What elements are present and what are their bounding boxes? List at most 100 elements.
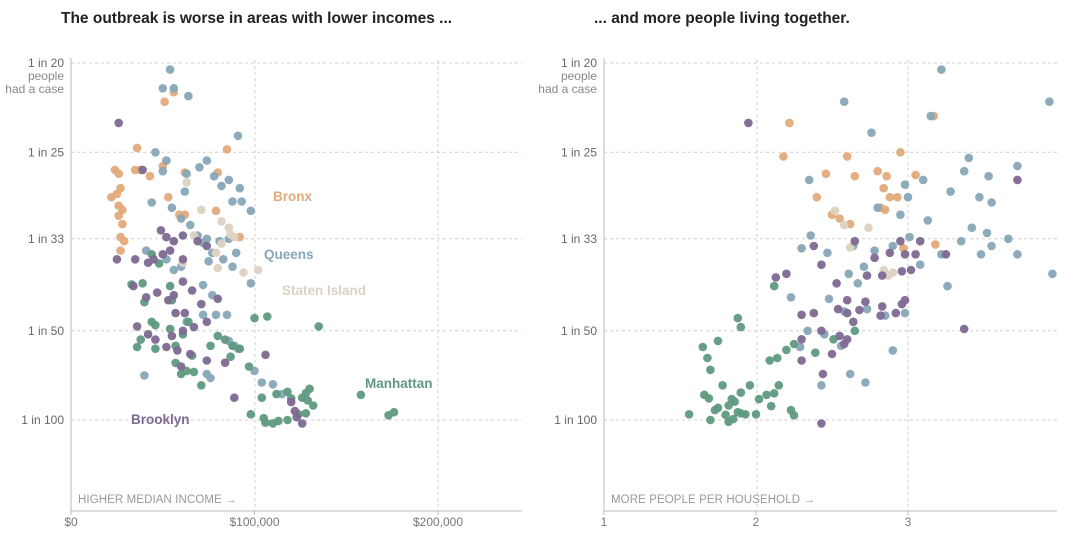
data-point-manhattan[interactable] xyxy=(303,396,313,405)
data-point-brooklyn[interactable] xyxy=(832,279,841,288)
data-point-queens[interactable] xyxy=(204,257,213,266)
data-point-queens[interactable] xyxy=(888,241,898,251)
data-point-staten-island[interactable] xyxy=(182,178,191,187)
data-point-queens[interactable] xyxy=(956,236,966,246)
data-point-brooklyn[interactable] xyxy=(833,304,843,314)
data-point-manhattan[interactable] xyxy=(769,389,779,398)
data-point-queens[interactable] xyxy=(158,166,168,176)
data-point-manhattan[interactable] xyxy=(730,397,739,407)
data-point-brooklyn[interactable] xyxy=(112,254,122,264)
data-point-queens[interactable] xyxy=(231,248,241,258)
data-point-brooklyn[interactable] xyxy=(797,335,806,344)
data-point-manhattan[interactable] xyxy=(684,410,694,419)
data-point-staten-island[interactable] xyxy=(197,205,206,215)
data-point-queens[interactable] xyxy=(873,203,882,212)
data-point-brooklyn[interactable] xyxy=(896,236,905,246)
data-point-brooklyn[interactable] xyxy=(900,295,910,305)
data-point-queens[interactable] xyxy=(845,369,855,379)
data-point-queens[interactable] xyxy=(976,250,986,259)
data-point-brooklyn[interactable] xyxy=(180,308,190,318)
data-point-manhattan[interactable] xyxy=(151,344,160,354)
data-point-manhattan[interactable] xyxy=(389,407,399,417)
data-point-manhattan[interactable] xyxy=(213,331,223,341)
data-point-queens[interactable] xyxy=(861,378,870,387)
data-point-queens[interactable] xyxy=(926,111,936,121)
data-point-bronx[interactable] xyxy=(160,97,169,106)
data-point-staten-island[interactable] xyxy=(839,220,849,230)
data-point-brooklyn[interactable] xyxy=(817,326,826,336)
data-point-queens[interactable] xyxy=(903,192,913,202)
data-point-manhattan[interactable] xyxy=(259,413,269,423)
data-point-brooklyn[interactable] xyxy=(156,226,166,235)
data-point-queens[interactable] xyxy=(162,156,171,165)
data-point-staten-island[interactable] xyxy=(217,239,226,248)
data-point-brooklyn[interactable] xyxy=(1013,175,1022,185)
data-point-brooklyn[interactable] xyxy=(143,330,153,339)
data-point-bronx[interactable] xyxy=(835,214,844,223)
data-point-queens[interactable] xyxy=(867,128,876,137)
data-point-brooklyn[interactable] xyxy=(817,260,826,270)
data-point-brooklyn[interactable] xyxy=(171,308,180,318)
data-point-bronx[interactable] xyxy=(911,170,920,180)
data-point-brooklyn[interactable] xyxy=(138,165,147,175)
data-point-brooklyn[interactable] xyxy=(220,358,230,368)
data-point-brooklyn[interactable] xyxy=(165,246,175,255)
data-point-manhattan[interactable] xyxy=(138,279,147,288)
data-point-bronx[interactable] xyxy=(879,183,888,193)
data-point-brooklyn[interactable] xyxy=(286,397,296,407)
data-point-brooklyn[interactable] xyxy=(782,269,791,279)
data-point-queens[interactable] xyxy=(923,216,933,225)
data-point-manhattan[interactable] xyxy=(250,313,259,323)
data-point-manhattan[interactable] xyxy=(811,348,820,358)
data-point-staten-island[interactable] xyxy=(888,268,898,277)
data-point-queens[interactable] xyxy=(862,304,872,314)
data-point-manhattan[interactable] xyxy=(246,410,256,419)
data-point-brooklyn[interactable] xyxy=(842,295,852,305)
data-point-manhattan[interactable] xyxy=(718,381,727,390)
data-point-queens[interactable] xyxy=(222,310,232,320)
data-point-manhattan[interactable] xyxy=(751,410,761,419)
data-point-brooklyn[interactable] xyxy=(891,308,901,318)
data-point-brooklyn[interactable] xyxy=(152,288,162,297)
data-point-bronx[interactable] xyxy=(116,183,125,193)
data-point-brooklyn[interactable] xyxy=(162,342,171,352)
data-point-queens[interactable] xyxy=(1048,269,1057,279)
data-point-queens[interactable] xyxy=(198,310,208,320)
data-point-brooklyn[interactable] xyxy=(877,302,887,311)
data-point-bronx[interactable] xyxy=(164,192,173,202)
data-point-brooklyn[interactable] xyxy=(897,267,907,276)
data-point-brooklyn[interactable] xyxy=(151,335,160,344)
data-point-brooklyn[interactable] xyxy=(292,412,302,422)
data-point-queens[interactable] xyxy=(228,197,237,206)
data-point-manhattan[interactable] xyxy=(305,384,314,394)
data-point-queens[interactable] xyxy=(167,203,177,212)
data-point-brooklyn[interactable] xyxy=(809,241,819,251)
data-point-bronx[interactable] xyxy=(893,192,902,202)
data-point-queens[interactable] xyxy=(803,326,812,336)
data-point-queens[interactable] xyxy=(839,97,849,106)
data-point-brooklyn[interactable] xyxy=(817,419,826,428)
data-point-queens[interactable] xyxy=(905,232,914,242)
data-point-bronx[interactable] xyxy=(896,148,905,157)
data-point-staten-island[interactable] xyxy=(226,230,235,239)
data-point-manhattan[interactable] xyxy=(762,390,771,400)
data-point-manhattan[interactable] xyxy=(698,342,708,352)
data-point-queens[interactable] xyxy=(918,175,928,185)
data-point-manhattan[interactable] xyxy=(765,356,774,365)
data-point-queens[interactable] xyxy=(257,378,267,387)
data-point-manhattan[interactable] xyxy=(283,415,292,425)
data-point-queens[interactable] xyxy=(217,181,226,191)
data-point-staten-island[interactable] xyxy=(213,263,223,273)
data-point-brooklyn[interactable] xyxy=(261,350,270,360)
data-point-brooklyn[interactable] xyxy=(202,317,212,327)
data-point-queens[interactable] xyxy=(246,206,256,216)
data-point-manhattan[interactable] xyxy=(165,324,175,334)
data-point-queens[interactable] xyxy=(246,279,256,288)
data-point-queens[interactable] xyxy=(165,65,175,74)
data-point-brooklyn[interactable] xyxy=(230,393,239,403)
data-point-brooklyn[interactable] xyxy=(835,331,844,341)
data-point-queens[interactable] xyxy=(186,220,195,230)
data-point-queens[interactable] xyxy=(987,241,996,251)
data-point-manhattan[interactable] xyxy=(228,341,237,351)
data-point-brooklyn[interactable] xyxy=(114,118,123,128)
